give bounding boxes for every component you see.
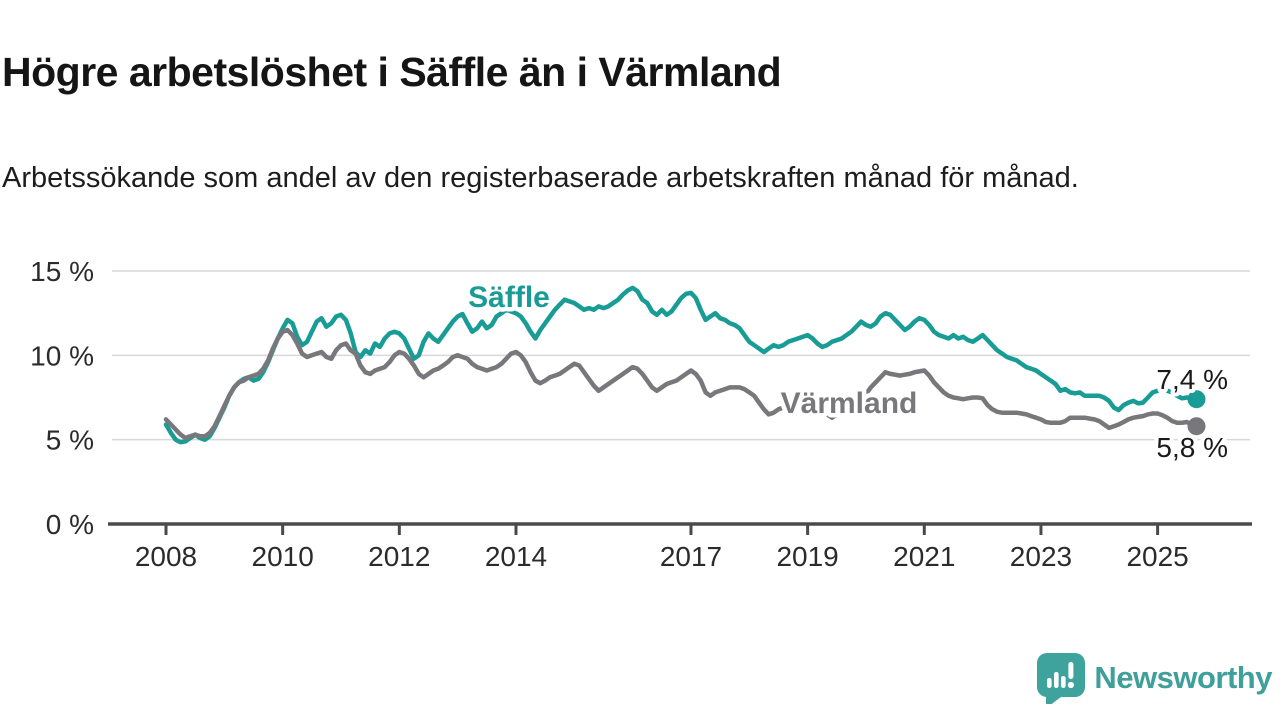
newsworthy-logo: Newsworthy bbox=[1036, 652, 1272, 704]
x-tick-label: 2008 bbox=[135, 541, 197, 572]
bar-icon-tall bbox=[1054, 672, 1059, 688]
x-tick-label: 2021 bbox=[893, 541, 955, 572]
page-title: Högre arbetslöshet i Säffle än i Värmlan… bbox=[2, 49, 782, 96]
exclamation-bar-icon bbox=[1068, 662, 1074, 679]
series-endpoint-dot-varmland bbox=[1187, 417, 1206, 436]
x-tick-label: 2012 bbox=[368, 541, 430, 572]
y-tick-label: 0 % bbox=[46, 509, 94, 540]
exclamation-dot-icon bbox=[1068, 681, 1075, 689]
x-tick-label: 2025 bbox=[1126, 541, 1188, 572]
y-tick-label: 10 % bbox=[30, 340, 94, 371]
page-subtitle: Arbetssökande som andel av den registerb… bbox=[2, 162, 1079, 194]
end-value-label-saffle: 7,4 % bbox=[1156, 364, 1228, 395]
series-endpoint-dot-saffle bbox=[1187, 390, 1206, 409]
y-tick-label: 15 % bbox=[30, 256, 94, 287]
newsworthy-bubble-icon bbox=[1037, 653, 1086, 704]
series-label-saffle: Säffle bbox=[468, 281, 550, 314]
x-tick-label: 2019 bbox=[776, 541, 838, 572]
series-line-saffle bbox=[163, 285, 1199, 445]
y-tick-label: 5 % bbox=[46, 425, 94, 456]
series-line-varmland bbox=[163, 327, 1199, 441]
end-value-label-varmland: 5,8 % bbox=[1156, 432, 1228, 463]
x-tick-label: 2010 bbox=[252, 541, 314, 572]
bar-icon-medium bbox=[1061, 676, 1066, 688]
x-tick-label: 2017 bbox=[660, 541, 722, 572]
x-tick-label: 2023 bbox=[1010, 541, 1072, 572]
series-label-varmland: Värmland bbox=[781, 387, 918, 420]
bar-icon-small bbox=[1047, 678, 1052, 688]
x-tick-label: 2014 bbox=[485, 541, 547, 572]
brand-name: Newsworthy bbox=[1094, 660, 1272, 695]
